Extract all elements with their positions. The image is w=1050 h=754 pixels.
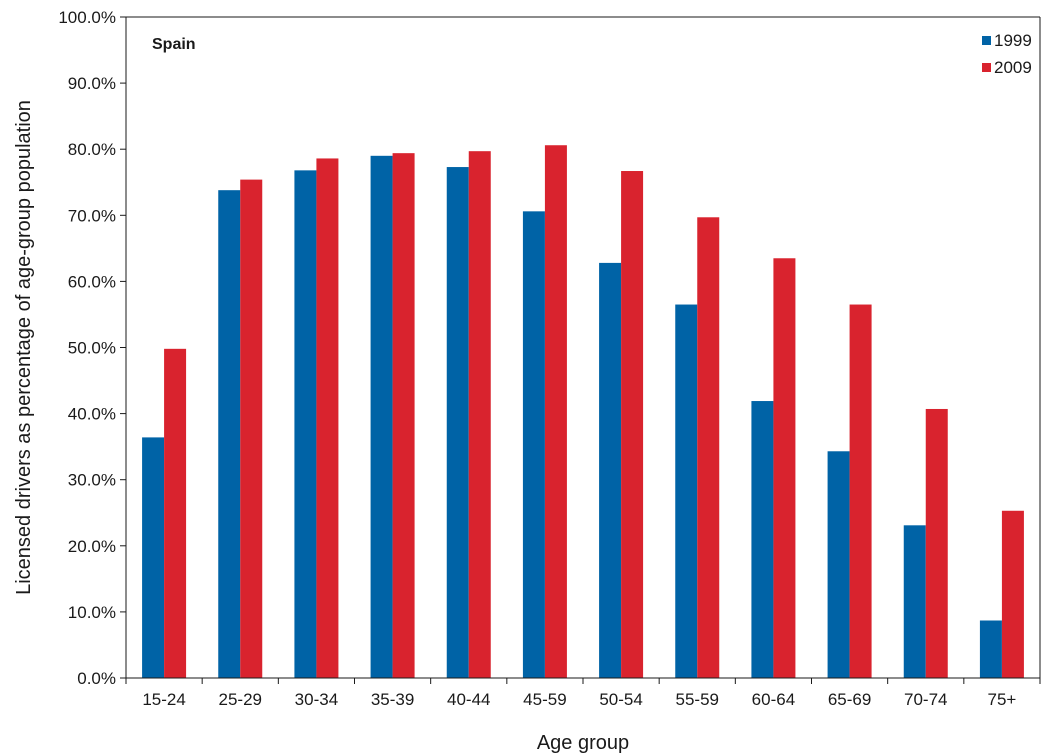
bar-2009-55-59: [697, 217, 720, 678]
x-tick-label: 40-44: [447, 690, 490, 709]
y-tick-label: 60.0%: [68, 272, 116, 291]
bar-2009-65-69: [849, 304, 872, 678]
x-tick-label: 75+: [987, 690, 1016, 709]
y-tick-label: 10.0%: [68, 603, 116, 622]
x-tick-label: 70-74: [904, 690, 947, 709]
bar-2009-30-34: [316, 158, 339, 679]
legend: 1999 2009: [982, 31, 1032, 77]
bar-2009-75+: [1001, 510, 1024, 678]
y-tick-label: 80.0%: [68, 140, 116, 159]
legend-swatch-2009: [982, 63, 991, 72]
x-tick-label: 15-24: [142, 690, 185, 709]
bar-2009-45-59: [544, 145, 567, 678]
legend-label-1999: 1999: [994, 31, 1032, 50]
y-tick-label: 100.0%: [58, 8, 116, 27]
bar-1999-60-64: [751, 401, 774, 678]
y-tick-label: 0.0%: [77, 669, 116, 688]
bar-1999-45-59: [522, 211, 545, 679]
bar-1999-35-39: [370, 155, 393, 678]
bars-layer: [142, 145, 1024, 679]
bar-2009-35-39: [392, 153, 415, 678]
chart-title: Spain: [152, 36, 196, 53]
bar-1999-25-29: [218, 190, 241, 678]
bar-2009-25-29: [240, 179, 263, 678]
bar-1999-40-44: [446, 167, 469, 678]
y-tick-label: 40.0%: [68, 405, 116, 424]
axes-layer: [125, 16, 1041, 679]
y-tick-label: 50.0%: [68, 339, 116, 358]
x-tick-label: 25-29: [219, 690, 262, 709]
legend-swatch-1999: [982, 36, 991, 45]
x-tick-label: 50-54: [599, 690, 642, 709]
bar-2009-50-54: [621, 171, 644, 678]
bar-1999-15-24: [142, 437, 165, 678]
y-ticks: 0.0% 10.0% 20.0% 30.0% 40.0% 50.0% 60.0% 70.0% 8…: [58, 8, 126, 688]
x-tick-label: 65-69: [828, 690, 871, 709]
y-tick-label: 70.0%: [68, 206, 116, 225]
x-tick-label: 45-59: [523, 690, 566, 709]
y-tick-label: 90.0%: [68, 74, 116, 93]
x-tick-label: 30-34: [295, 690, 338, 709]
y-axis-title: Licensed drivers as percentage of age-gr…: [13, 100, 35, 595]
y-tick-label: 30.0%: [68, 471, 116, 490]
x-ticks: 15-24 25-29 30-34 35-39 40-44 45-59 50-54 55-59…: [125, 678, 1041, 709]
bar-1999-50-54: [599, 262, 622, 678]
x-axis-title: Age group: [537, 732, 629, 754]
bar-2009-70-74: [925, 408, 948, 678]
bar-2009-15-24: [164, 348, 187, 678]
bar-1999-75+: [979, 620, 1002, 678]
bar-2009-40-44: [468, 151, 491, 679]
bar-1999-65-69: [827, 451, 850, 678]
y-tick-label: 20.0%: [68, 537, 116, 556]
bar-2009-60-64: [773, 258, 796, 678]
x-tick-label: 60-64: [752, 690, 795, 709]
bar-1999-30-34: [294, 170, 317, 679]
x-tick-label: 35-39: [371, 690, 414, 709]
bar-1999-55-59: [675, 304, 698, 678]
x-tick-label: 55-59: [676, 690, 719, 709]
bar-1999-70-74: [903, 525, 926, 678]
legend-label-2009: 2009: [994, 58, 1032, 77]
